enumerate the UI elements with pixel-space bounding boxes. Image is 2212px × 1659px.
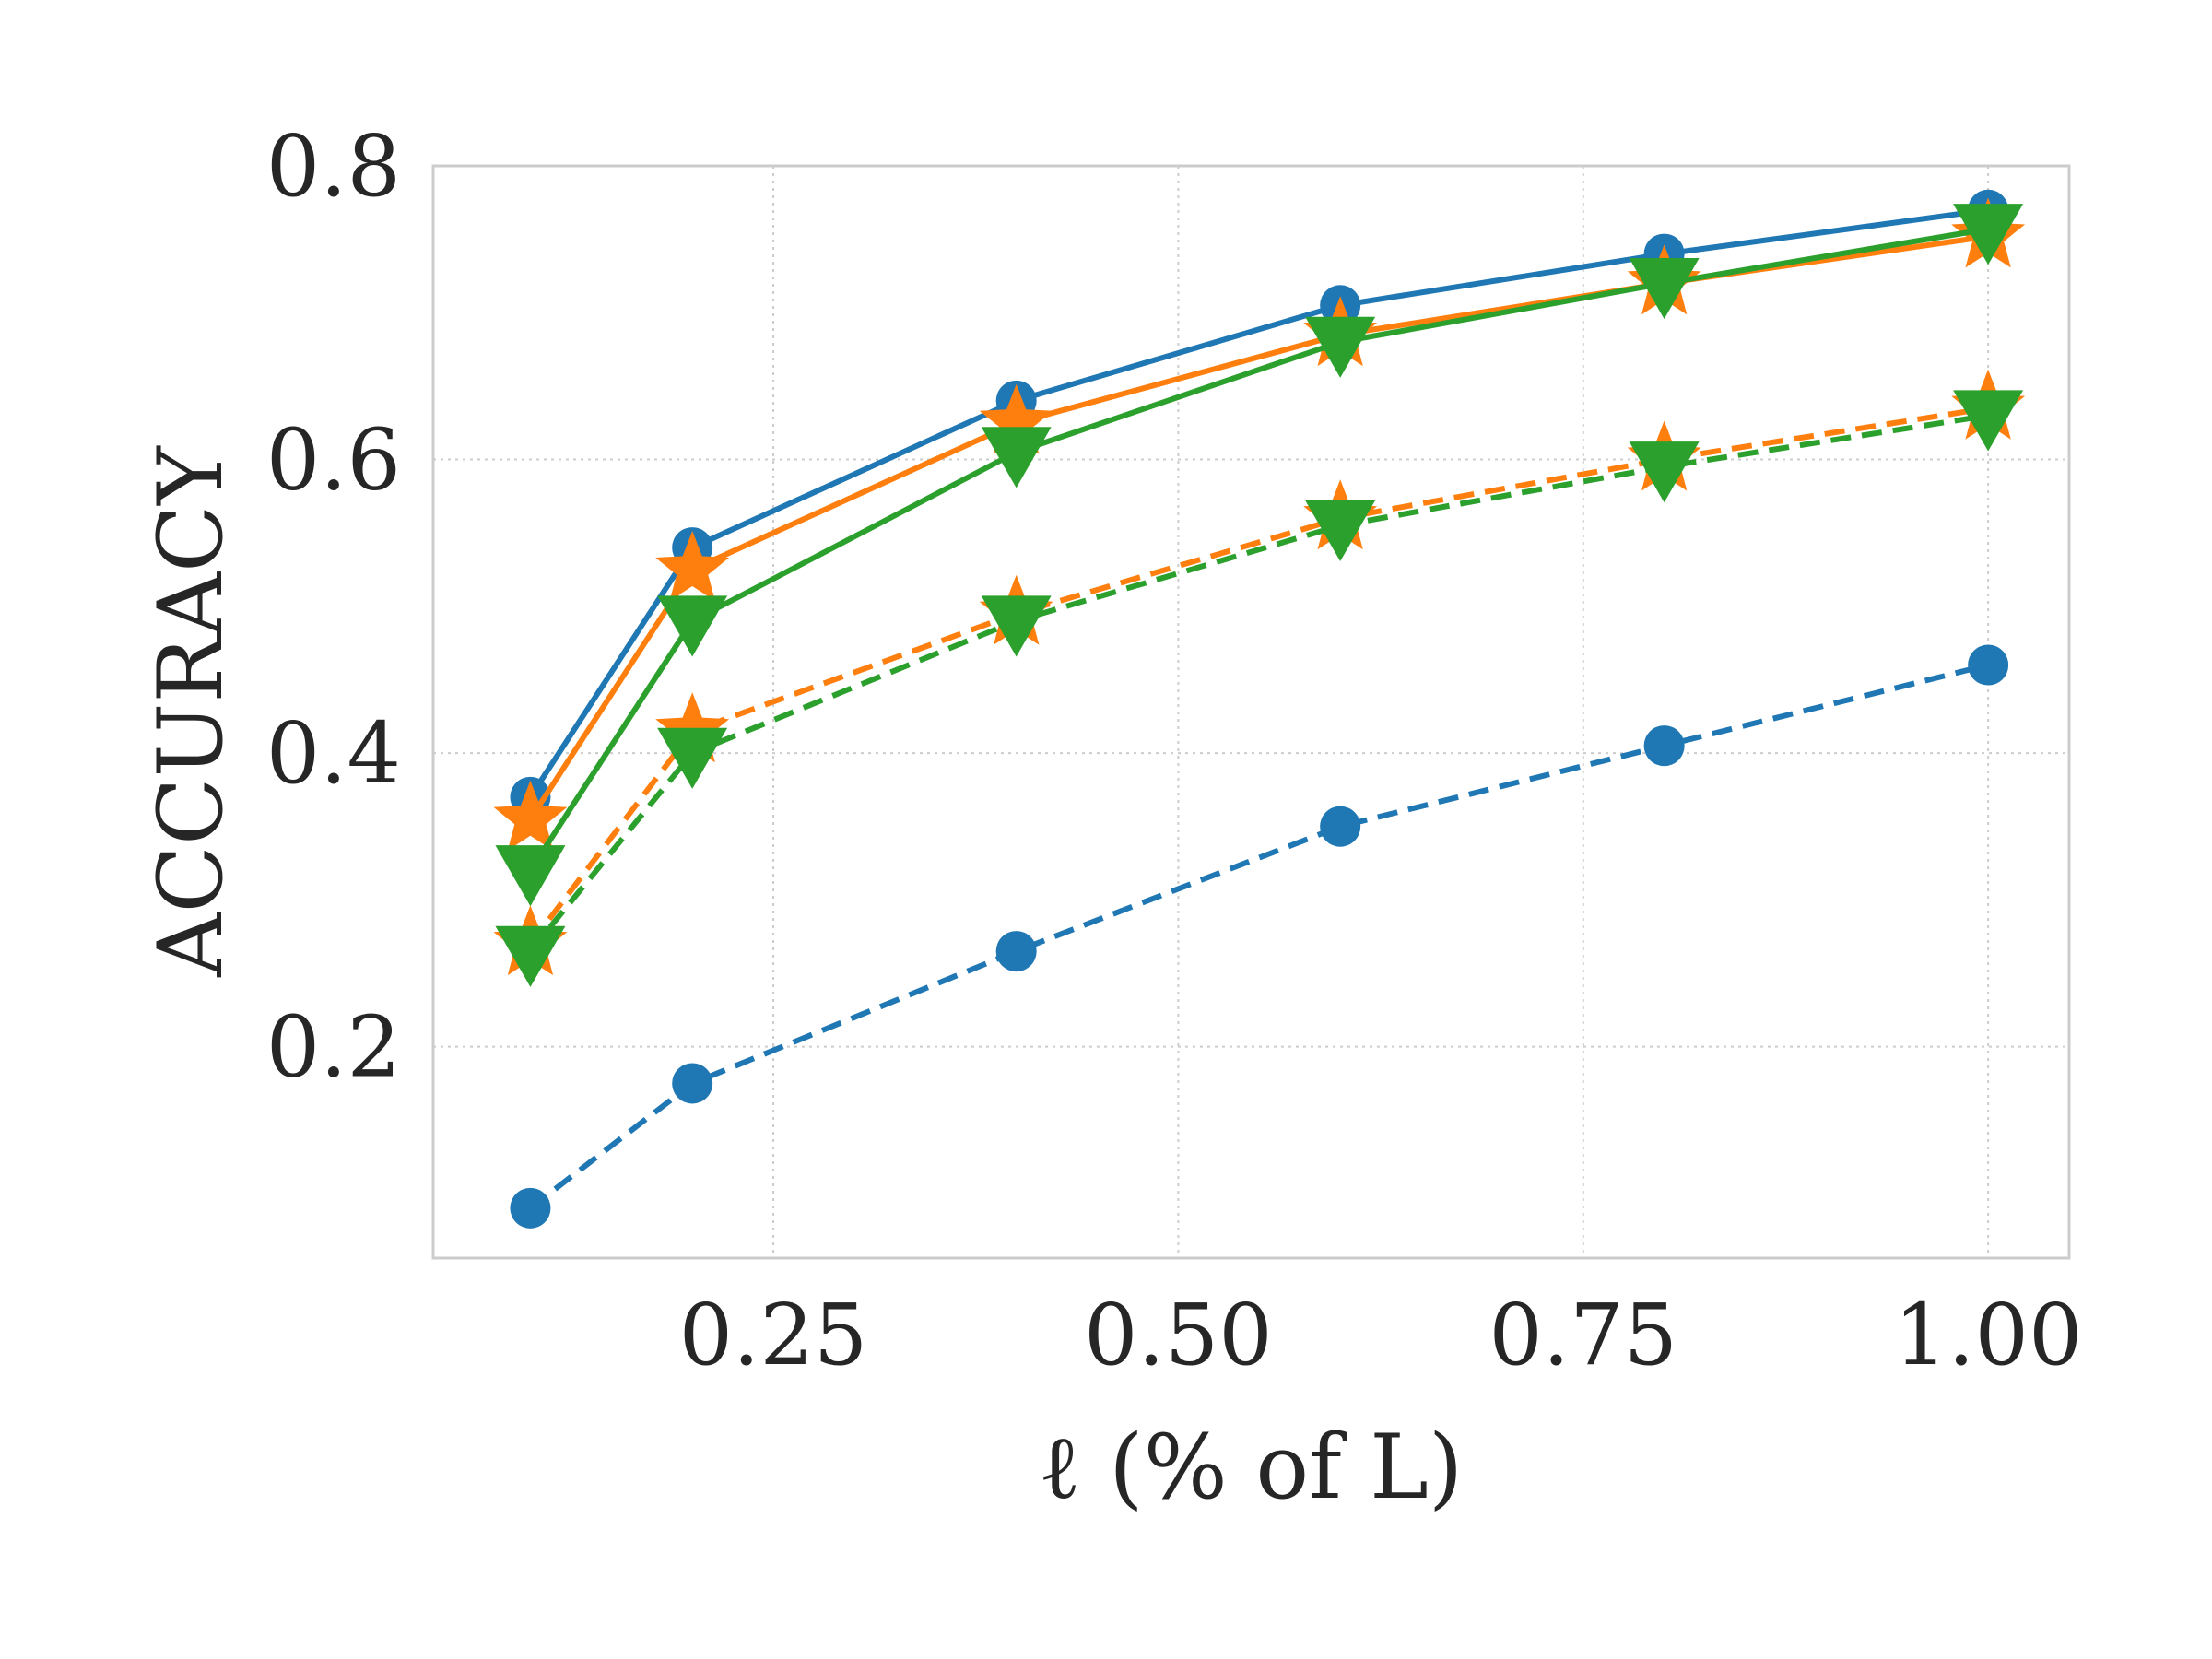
data-point xyxy=(1953,390,2024,452)
x-tick-label: 0.75 xyxy=(1488,1286,1677,1384)
x-tick-label: 1.00 xyxy=(1894,1286,2083,1384)
data-point xyxy=(1305,500,1376,561)
series-line xyxy=(527,226,1989,873)
data-point xyxy=(1629,441,1700,503)
y-axis-label: ACCURACY xyxy=(139,445,242,978)
data-point xyxy=(493,780,568,851)
data-point xyxy=(495,925,566,987)
y-tick-label: 0.4 xyxy=(266,704,401,803)
series-layer xyxy=(493,189,2026,1229)
data-point xyxy=(1643,725,1685,767)
series-2 xyxy=(495,204,2024,907)
data-point xyxy=(655,531,730,601)
data-point xyxy=(979,383,1053,454)
data-point xyxy=(981,427,1052,488)
x-axis-label: ℓ (% of L) xyxy=(1039,1416,1464,1519)
series-4 xyxy=(495,390,2024,987)
data-point xyxy=(1953,204,2024,265)
y-tick-label: 0.6 xyxy=(266,411,401,510)
x-tick-label: 0.50 xyxy=(1084,1286,1273,1384)
series-line xyxy=(528,412,1989,953)
series-line xyxy=(528,662,1989,1211)
data-point xyxy=(672,1063,713,1104)
data-point xyxy=(995,931,1037,972)
data-point xyxy=(1305,316,1376,378)
data-point xyxy=(657,595,728,657)
grid xyxy=(433,165,2069,1258)
series-line xyxy=(527,206,1989,799)
series-line xyxy=(528,405,1989,947)
data-point xyxy=(495,845,566,907)
x-tick-label: 0.25 xyxy=(679,1286,868,1384)
data-point xyxy=(657,727,728,789)
data-point xyxy=(1629,258,1700,320)
x-tick-labels: 0.25 0.50 0.75 1.00 xyxy=(679,1286,2083,1384)
data-point xyxy=(981,595,1052,657)
y-tick-labels: 0.2 0.4 0.6 0.8 xyxy=(266,117,401,1097)
data-point xyxy=(1320,806,1361,847)
data-point xyxy=(510,1187,551,1229)
series-5 xyxy=(510,644,2009,1229)
data-point xyxy=(655,692,730,763)
y-tick-label: 0.2 xyxy=(266,998,401,1097)
y-tick-label: 0.8 xyxy=(266,117,401,216)
data-point xyxy=(1968,644,2009,686)
